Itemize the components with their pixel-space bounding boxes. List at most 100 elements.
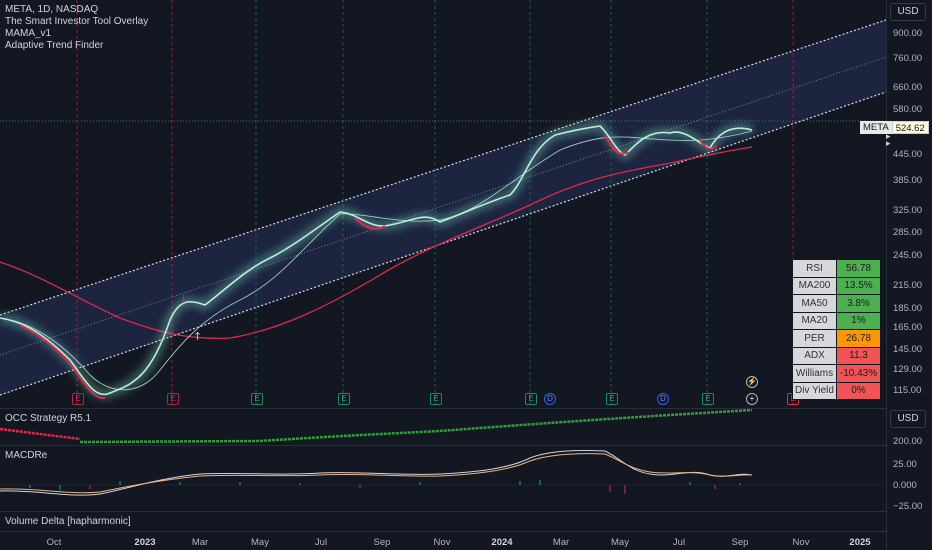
stats-label: RSI	[792, 259, 837, 278]
time-axis-label: Nov	[792, 537, 810, 548]
price-tick: 580.00	[893, 104, 923, 115]
indicator-legend-mama[interactable]: MAMA_v1	[5, 28, 52, 39]
earnings-marker[interactable]: E	[72, 393, 84, 405]
macd-tick: −25.00	[893, 501, 923, 512]
stats-row: ADX 11.3	[792, 346, 881, 365]
price-tick: 165.00	[893, 322, 923, 333]
stats-value: 3.8%	[836, 294, 881, 313]
earnings-marker[interactable]: E	[606, 393, 618, 405]
price-tick: 129.00	[893, 364, 923, 375]
buy-arrow-icon: ↑	[193, 330, 202, 343]
symbol-tag: META	[860, 121, 892, 134]
time-axis-label: Jul	[314, 537, 328, 548]
split-marker[interactable]: +	[746, 393, 758, 405]
occ-tick: 200.00	[893, 436, 923, 447]
trend-channel-fill	[0, 20, 886, 395]
macd-pane[interactable]	[0, 446, 886, 511]
pane-divider[interactable]	[0, 408, 932, 409]
indicator-legend-trend-finder[interactable]: Adaptive Trend Finder	[5, 40, 104, 51]
earnings-marker[interactable]: E	[525, 393, 537, 405]
price-tick: 285.00	[893, 227, 923, 238]
macd-tick: 25.00	[893, 459, 917, 470]
price-line	[0, 125, 753, 396]
stats-table: RSI 56.78 MA200 13.5% MA50 3.8% MA20 1% PER 26.78…	[792, 259, 881, 400]
stats-row: MA50 3.8%	[792, 294, 881, 313]
down-segment-1	[19, 324, 106, 400]
macd-title[interactable]: MACDRe	[5, 450, 48, 461]
earnings-marker[interactable]: E	[167, 393, 179, 405]
pane-divider[interactable]	[0, 531, 932, 532]
stats-row: MA20 1%	[792, 311, 881, 330]
price-tick: 245.00	[893, 250, 923, 261]
stats-value: 13.5%	[836, 276, 881, 295]
main-price-chart[interactable]: ↓ ↑	[0, 0, 886, 408]
pane-divider[interactable]	[0, 445, 932, 446]
price-tick: 660.00	[893, 82, 923, 93]
sell-arrow-icon: ↓	[179, 293, 188, 306]
earnings-marker[interactable]: E	[702, 393, 714, 405]
indicator-legend-smart-investor[interactable]: The Smart Investor Tool Overlay	[5, 16, 149, 27]
stats-value: -10.43%	[836, 364, 881, 383]
time-axis-label: Sep	[373, 537, 391, 548]
stats-value: 56.78	[836, 259, 881, 278]
time-axis-label: Jul	[672, 537, 686, 548]
price-tick: 325.00	[893, 205, 923, 216]
price-scale[interactable]	[886, 0, 932, 550]
time-axis-label: Mar	[552, 537, 570, 548]
stats-row: Div Yield 0%	[792, 381, 881, 400]
stats-row: MA200 13.5%	[792, 276, 881, 295]
stats-row: RSI 56.78	[792, 259, 881, 278]
volume-delta-title[interactable]: Volume Delta [hapharmonic]	[5, 516, 131, 527]
price-tick: 900.00	[893, 28, 923, 39]
lightning-icon[interactable]: ⚡	[746, 376, 758, 388]
time-axis-label: Oct	[46, 537, 62, 548]
down-segment-4	[699, 139, 717, 150]
time-axis-label: May	[611, 537, 629, 548]
stats-label: ADX	[792, 346, 837, 365]
stats-value: 1%	[836, 311, 881, 330]
last-price-tag: META 524.62	[860, 121, 929, 134]
pane-divider[interactable]	[0, 511, 932, 512]
dividend-marker[interactable]: D	[657, 393, 669, 405]
time-axis-label: May	[251, 537, 269, 548]
price-tick: 215.00	[893, 280, 923, 291]
time-axis-label: 2024	[491, 537, 513, 548]
occ-strategy-pane[interactable]	[0, 409, 886, 445]
stats-label: MA200	[792, 276, 837, 295]
earnings-marker[interactable]: E	[338, 393, 350, 405]
scale-arrows-icon[interactable]: ▸ ▸	[886, 131, 891, 148]
stats-value: 11.3	[836, 346, 881, 365]
price-tick: 185.00	[893, 303, 923, 314]
stats-row: Williams -10.43%	[792, 364, 881, 383]
down-segment-3	[604, 134, 629, 155]
dividend-marker[interactable]: D	[544, 393, 556, 405]
price-tag: 524.62	[891, 121, 929, 134]
stats-label: MA20	[792, 311, 837, 330]
channel-lower-line	[0, 91, 886, 396]
currency-selector-occ[interactable]: USD	[890, 410, 926, 428]
period-separators	[76, 0, 794, 408]
macd-tick: 0.000	[893, 480, 917, 491]
stats-value: 26.78	[836, 329, 881, 348]
earnings-marker[interactable]: E	[430, 393, 442, 405]
price-tick: 760.00	[893, 53, 923, 64]
occ-strategy-title[interactable]: OCC Strategy R5.1	[5, 413, 92, 424]
price-tick: 145.00	[893, 344, 923, 355]
price-tick: 115.00	[893, 385, 922, 396]
earnings-marker[interactable]: E	[251, 393, 263, 405]
stats-row: PER 26.78	[792, 329, 881, 348]
time-axis-label: 2023	[134, 537, 156, 548]
down-segment-2	[354, 217, 386, 230]
time-axis-label: Nov	[433, 537, 451, 548]
stats-label: Williams	[792, 364, 837, 383]
price-tick: 445.00	[893, 149, 923, 160]
symbol-legend[interactable]: META, 1D, NASDAQ	[5, 4, 99, 15]
currency-selector-main[interactable]: USD	[890, 3, 926, 21]
stats-label: PER	[792, 329, 837, 348]
stats-value: 0%	[836, 381, 881, 400]
time-axis-label: Sep	[731, 537, 749, 548]
time-axis-label: 2025	[849, 537, 871, 548]
stats-label: MA50	[792, 294, 837, 313]
ma200-line	[0, 146, 753, 339]
price-tick: 385.00	[893, 175, 923, 186]
